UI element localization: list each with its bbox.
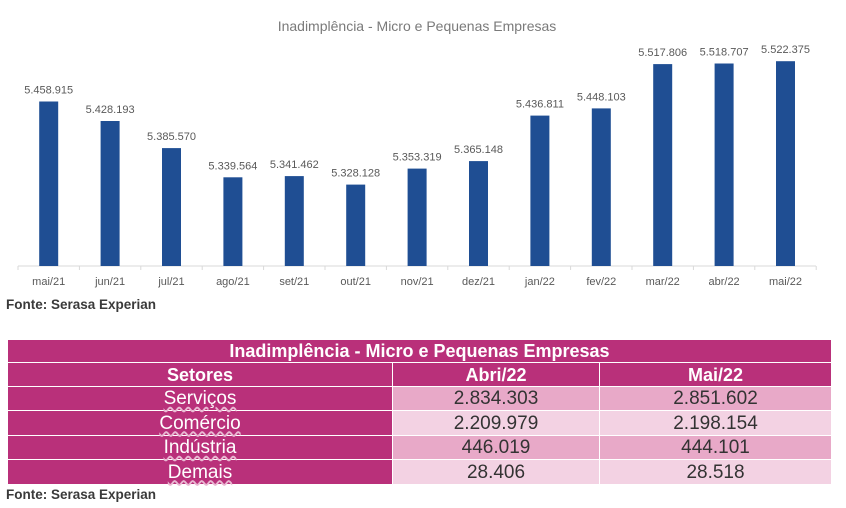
- data-label-jun/21: 5.428.193: [86, 104, 135, 116]
- table-title-row: Inadimplência - Micro e Pequenas Empresa…: [7, 338, 832, 364]
- abr-value: 2.834.303: [392, 385, 600, 412]
- sector-label: Comércio: [159, 412, 241, 434]
- sector-cell: Demais: [7, 459, 393, 485]
- x-tick-label-ago/21: ago/21: [216, 276, 250, 288]
- data-label-mai/21: 5.458.915: [24, 85, 73, 97]
- x-tick-label-dez/21: dez/21: [462, 276, 495, 288]
- bar-abr/22: [714, 63, 734, 266]
- data-label-jan/22: 5.436.811: [516, 99, 564, 111]
- abr-value: 2.209.979: [392, 410, 600, 436]
- data-label-dez/21: 5.365.148: [454, 144, 503, 156]
- bar-mai/22: [776, 61, 795, 267]
- bar-out/21: [346, 184, 366, 266]
- mai-value: 28.518: [599, 459, 832, 485]
- table-source-note: Fonte: Serasa Experian: [6, 487, 157, 502]
- chart-title: Inadimplência - Micro e Pequenas Empresa…: [278, 18, 557, 34]
- x-tick-label-mai/22: mai/22: [769, 276, 802, 288]
- x-tick-label-nov/21: nov/21: [401, 276, 434, 288]
- x-tick-label-fev/22: fev/22: [586, 276, 616, 288]
- bars-group: 5.458.915 mai/21 5.428.193 jun/21 5.385.570 j…: [17, 44, 817, 288]
- header-mai: Mai/22: [599, 362, 832, 387]
- data-label-ago/21: 5.339.564: [208, 160, 257, 172]
- header-setores: Setores: [7, 362, 393, 387]
- bar-mar/22: [653, 64, 673, 266]
- data-label-out/21: 5.328.128: [331, 168, 380, 180]
- data-label-fev/22: 5.448.103: [577, 91, 626, 103]
- x-tick-label-set/21: set/21: [279, 276, 309, 288]
- bar-ago/21: [223, 177, 243, 266]
- table-row: Indústria 446.019 444.101: [7, 434, 832, 461]
- bar-nov/21: [407, 168, 427, 266]
- sector-label: Indústria: [163, 437, 237, 459]
- data-label-mai/22: 5.522.375: [761, 44, 810, 56]
- abr-value: 446.019: [392, 434, 600, 461]
- bar-jul/21: [162, 148, 181, 266]
- data-label-set/21: 5.341.462: [270, 159, 319, 171]
- sector-table: Inadimplência - Micro e Pequenas Empresa…: [7, 338, 832, 485]
- mai-value: 444.101: [599, 434, 832, 461]
- x-tick-label-jan/22: jan/22: [524, 276, 555, 288]
- data-label-jul/21: 5.385.570: [147, 131, 196, 143]
- table-title: Inadimplência - Micro e Pequenas Empresa…: [7, 338, 832, 364]
- data-label-abr/22: 5.518.707: [700, 47, 749, 59]
- bar-jun/21: [100, 121, 120, 266]
- data-label-mar/22: 5.517.806: [638, 47, 687, 59]
- table-header-row: Setores Abri/22 Mai/22: [7, 362, 832, 387]
- chart-source-note: Fonte: Serasa Experian: [6, 297, 157, 312]
- x-tick-label-abr/22: abr/22: [708, 276, 739, 288]
- bar-jan/22: [530, 115, 550, 266]
- sector-cell: Serviços: [7, 385, 393, 412]
- table-row: Comércio 2.209.979 2.198.154: [7, 410, 832, 436]
- bar-chart: Inadimplência - Micro e Pequenas Empresa…: [17, 18, 817, 288]
- bar-set/21: [284, 176, 304, 266]
- sector-cell: Comércio: [7, 410, 393, 436]
- mai-value: 2.851.602: [599, 385, 832, 412]
- sector-label: Demais: [167, 461, 233, 483]
- table-row: Serviços 2.834.303 2.851.602: [7, 385, 832, 412]
- abr-value: 28.406: [392, 459, 600, 485]
- sector-label: Serviços: [163, 387, 237, 409]
- bar-mai/21: [39, 101, 59, 266]
- x-tick-label-jun/21: jun/21: [94, 276, 125, 288]
- sector-cell: Indústria: [7, 434, 393, 461]
- x-tick-label-out/21: out/21: [340, 276, 371, 288]
- table-row: Demais 28.406 28.518: [7, 459, 832, 485]
- bar-dez/21: [469, 161, 488, 266]
- x-tick-label-mar/22: mar/22: [646, 276, 680, 288]
- bar-fev/22: [591, 108, 611, 267]
- mai-value: 2.198.154: [599, 410, 832, 436]
- header-abr: Abri/22: [392, 362, 600, 387]
- x-tick-label-jul/21: jul/21: [157, 276, 184, 288]
- data-label-nov/21: 5.353.319: [393, 152, 442, 164]
- x-tick-label-mai/21: mai/21: [32, 276, 65, 288]
